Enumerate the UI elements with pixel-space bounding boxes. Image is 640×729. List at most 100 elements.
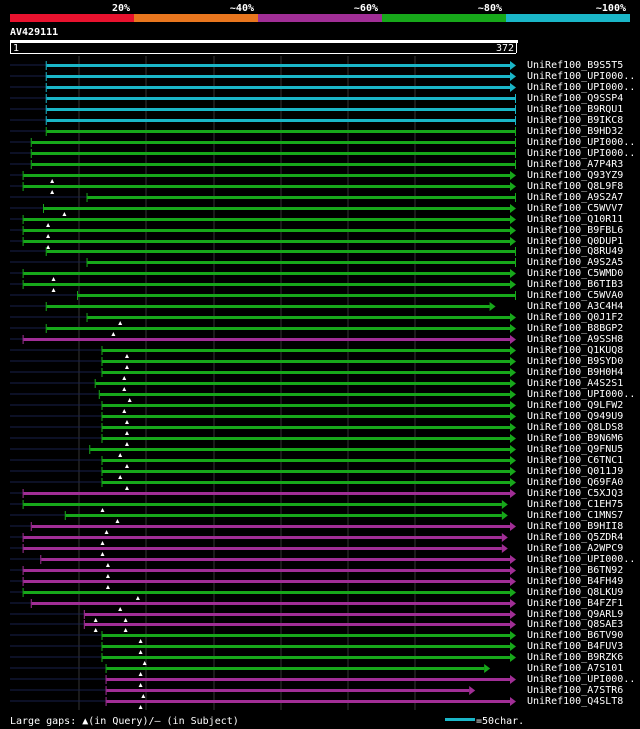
hit-label: UniRef100_B6TIB3: [527, 279, 623, 290]
hit-label: UniRef100_C5WVV7: [527, 203, 623, 214]
hit-bar: [102, 349, 510, 352]
hit-bar: [23, 569, 511, 572]
hit-end-tick: [515, 149, 516, 158]
hit-bar: [23, 218, 511, 221]
hit-bar: [102, 360, 510, 363]
gap-marker: [50, 190, 55, 194]
gap-marker: [124, 420, 129, 424]
hit-label: UniRef100_B8BGP2: [527, 323, 623, 334]
gap-legend: Large gaps: ▲(in Query)/– (in Subject): [10, 716, 239, 727]
hit-arrow: [510, 357, 516, 366]
hit-label: UniRef100_Q9SSP4: [527, 93, 623, 104]
hit-bar: [46, 119, 517, 122]
hit-bar: [23, 580, 511, 583]
gap-marker: [100, 541, 105, 545]
hit-bar: [102, 459, 510, 462]
query-axis-line: [10, 53, 516, 54]
hit-label: UniRef100_A9S2A5: [527, 257, 623, 268]
hit-start-tick: [30, 160, 32, 169]
hit-bar: [102, 437, 510, 440]
hit-bar: [102, 404, 510, 407]
scale-segment: [506, 14, 630, 22]
hit-arrow: [510, 620, 516, 629]
scale-label: ~60%: [354, 3, 378, 14]
hit-bar: [102, 656, 510, 659]
gap-marker: [124, 365, 129, 369]
hit-label: UniRef100_C5WVA0: [527, 290, 623, 301]
hit-start-tick: [45, 72, 47, 81]
gap-marker: [93, 628, 98, 632]
hit-arrow: [484, 664, 491, 673]
hit-bar: [23, 591, 511, 594]
hit-label: UniRef100_UPI000..: [527, 148, 635, 159]
hit-start-tick: [30, 149, 32, 158]
hit-bar: [46, 86, 511, 89]
hit-arrow: [510, 83, 516, 92]
hit-label: UniRef100_Q8LKU9: [527, 587, 623, 598]
hit-label: UniRef100_UPI000..: [527, 554, 635, 565]
gap-marker: [127, 398, 132, 402]
query-end-label: 372: [496, 43, 514, 54]
hit-arrow: [510, 675, 516, 684]
hit-arrow: [510, 379, 516, 388]
scale-label: ~100%: [596, 3, 626, 14]
hit-start-tick: [22, 489, 24, 498]
gap-marker: [138, 639, 143, 643]
hit-bar: [23, 174, 511, 177]
hit-bar: [102, 470, 510, 473]
gap-marker: [105, 574, 110, 578]
identity-scale-bar: 20% ~40% ~60% ~80% ~100%: [10, 3, 630, 22]
hit-start-tick: [22, 269, 24, 278]
gap-marker: [105, 563, 110, 567]
gap-marker: [51, 288, 56, 292]
hit-start-tick: [45, 247, 47, 256]
gap-marker: [50, 179, 55, 183]
gap-marker: [104, 530, 109, 534]
hit-bar: [102, 481, 510, 484]
hit-bar: [106, 689, 470, 692]
hit-bar: [46, 108, 517, 111]
hit-arrow: [510, 324, 516, 333]
hit-arrow: [510, 610, 516, 619]
hit-start-tick: [45, 324, 47, 333]
hit-arrow: [510, 423, 516, 432]
gap-marker: [138, 705, 143, 709]
hit-label: UniRef100_B4FZF1: [527, 598, 623, 609]
hit-arrow: [510, 401, 516, 410]
hit-label: UniRef100_Q8LDS8: [527, 422, 623, 433]
gap-marker: [124, 442, 129, 446]
hit-arrow: [510, 204, 516, 213]
hit-start-tick: [45, 127, 47, 136]
hit-end-tick: [515, 94, 516, 103]
hit-bar: [102, 645, 510, 648]
hit-bar: [46, 130, 517, 133]
hit-end-tick: [515, 138, 516, 147]
hit-start-tick: [45, 302, 47, 311]
hit-start-tick: [101, 653, 103, 662]
hit-bar: [102, 426, 510, 429]
hit-label: UniRef100_Q949U9: [527, 411, 623, 422]
hit-arrow: [510, 697, 516, 706]
hit-arrow: [510, 72, 516, 81]
hit-label: UniRef100_A3C4H4: [527, 301, 623, 312]
hit-label: UniRef100_C5WMD0: [527, 268, 623, 279]
hit-start-tick: [22, 544, 24, 553]
hit-start-tick: [43, 204, 45, 213]
hit-label: UniRef100_A2WPC9: [527, 543, 623, 554]
hit-start-tick: [22, 182, 24, 191]
hit-bar: [23, 547, 502, 550]
hit-label: UniRef100_B9RZK6: [527, 652, 623, 663]
hit-arrow: [510, 390, 516, 399]
hit-bar: [23, 338, 511, 341]
hit-end-tick: [515, 193, 516, 202]
query-title: AV429111: [10, 27, 58, 38]
hit-label: UniRef100_Q8RU49: [527, 246, 623, 257]
gap-marker: [122, 376, 127, 380]
gap-marker: [100, 552, 105, 556]
scale-sample-bar: [445, 718, 475, 721]
hit-end-tick: [515, 160, 516, 169]
hit-bar: [99, 393, 510, 396]
hit-label: UniRef100_Q0DUP1: [527, 236, 623, 247]
hit-bar: [46, 97, 517, 100]
query-start-label: 1: [13, 43, 19, 54]
